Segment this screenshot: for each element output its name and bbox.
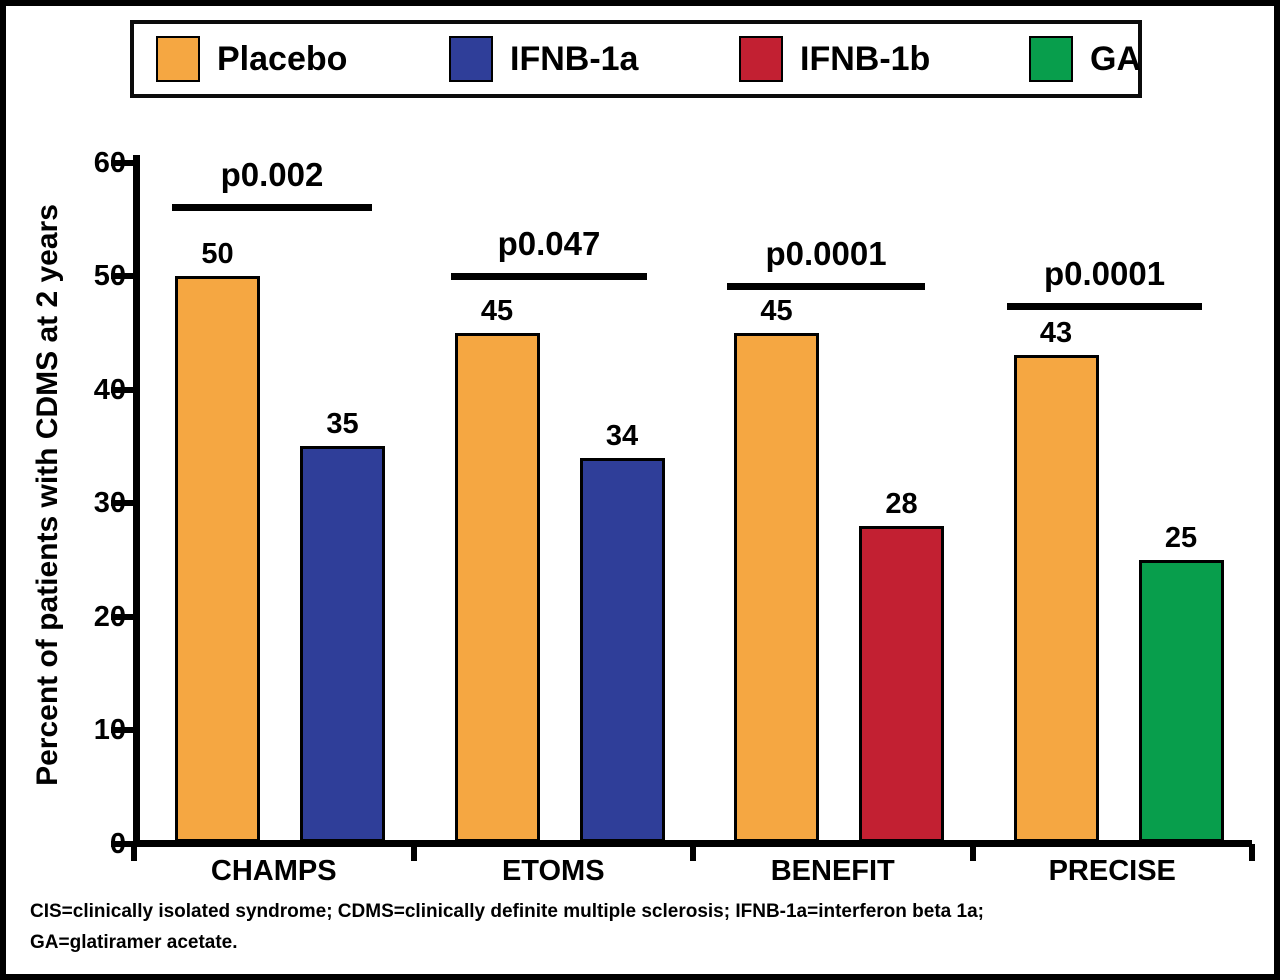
p-value-label: p0.047 (497, 225, 601, 262)
x-tick-mark (969, 844, 976, 861)
legend-item: IFNB-1a (449, 24, 638, 94)
y-tick-mark (111, 386, 133, 393)
significance-line (172, 204, 372, 211)
bar (300, 446, 385, 842)
bar-value-label: 25 (1164, 521, 1198, 554)
legend-label: IFNB-1b (800, 39, 931, 78)
legend: Placebo IFNB-1a IFNB-1b GA (130, 20, 1142, 98)
legend-item: IFNB-1b (739, 24, 930, 94)
x-tick-mark (690, 844, 696, 861)
bar-value-label: 50 (201, 238, 234, 270)
bar-value-label: 45 (480, 294, 514, 327)
y-tick-mark (111, 500, 133, 506)
footnote-line-2: GA=glatiramer acetate. (30, 932, 238, 953)
legend-label: IFNB-1a (510, 39, 639, 78)
legend-swatch (739, 36, 783, 82)
plot-area: Percent of patients with CDMS at 2 years… (6, 6, 1274, 974)
category-label: ETOMS (501, 855, 605, 887)
category-label: PRECISE (1048, 855, 1176, 887)
significance-line (451, 273, 647, 280)
bar (454, 332, 540, 842)
y-tick-label: 10 (93, 714, 126, 746)
legend-swatch (1029, 36, 1073, 82)
bar (1013, 355, 1099, 842)
x-tick-mark (1249, 844, 1255, 861)
y-axis-line (133, 155, 140, 847)
legend-swatch (449, 36, 493, 82)
x-axis-line (133, 840, 1252, 847)
p-value-label: p0.0001 (1043, 255, 1166, 292)
y-tick-mark (111, 273, 133, 279)
footnote-line-1: CIS=clinically isolated syndrome; CDMS=c… (30, 901, 984, 922)
bar (734, 332, 819, 842)
p-value-label: p0.002 (220, 156, 324, 193)
y-tick-label: 50 (93, 260, 126, 292)
footnote: CIS=clinically isolated syndrome; CDMS=c… (30, 896, 984, 958)
bar-value-label: 28 (885, 487, 918, 520)
bar (859, 525, 944, 842)
bar-value-label: 34 (605, 419, 639, 452)
p-value-label: p0.0001 (765, 235, 887, 272)
legend-swatch (156, 36, 200, 82)
y-tick-mark (111, 840, 133, 847)
bar-value-label: 43 (1039, 317, 1073, 350)
x-tick-mark (131, 844, 137, 861)
y-tick-label: 0 (109, 827, 126, 860)
x-tick-mark (410, 844, 417, 861)
y-tick-mark (111, 727, 133, 733)
bar (175, 276, 260, 842)
bar-value-label: 45 (760, 294, 793, 327)
significance-line (1007, 303, 1202, 310)
bar (579, 457, 665, 842)
category-label: BENEFIT (770, 855, 895, 887)
y-tick-label: 60 (93, 146, 126, 179)
category-label: CHAMPS (210, 855, 337, 887)
y-tick-label: 40 (93, 373, 126, 406)
legend-label: Placebo (217, 39, 348, 78)
bar-value-label: 35 (326, 408, 359, 441)
y-tick-mark (111, 613, 133, 620)
legend-item: GA (1029, 24, 1141, 94)
y-tick-label: 30 (93, 487, 126, 519)
significance-line (727, 283, 925, 290)
legend-label: GA (1090, 39, 1141, 78)
bar (1138, 559, 1224, 842)
y-tick-label: 20 (93, 600, 126, 633)
y-tick-mark (111, 159, 133, 166)
legend-item: Placebo (156, 24, 347, 94)
